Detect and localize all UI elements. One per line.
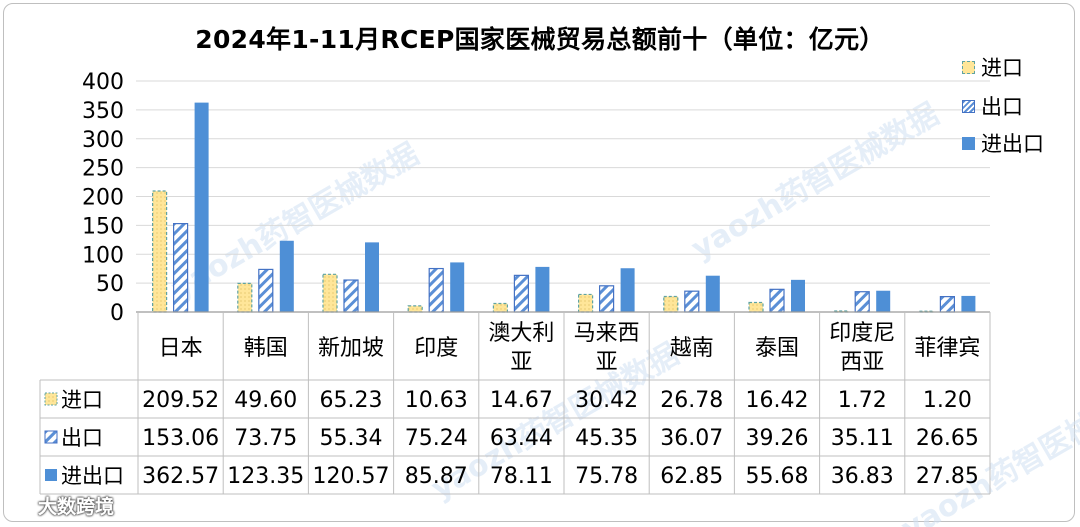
data-label: 55.34 bbox=[320, 426, 383, 451]
y-tick-label: 400 bbox=[82, 70, 124, 95]
data-label: 75.24 bbox=[405, 426, 468, 451]
bar-进口-泰国 bbox=[748, 301, 764, 313]
table-key-swatch bbox=[45, 469, 57, 481]
bar-进口-日本 bbox=[152, 190, 168, 313]
bar-出口-印度尼西亚 bbox=[854, 291, 870, 313]
data-label: 73.75 bbox=[234, 426, 297, 451]
legend-label: 进出口 bbox=[981, 132, 1044, 156]
bar-进出口-菲律宾 bbox=[961, 295, 976, 312]
bar-进出口-韩国 bbox=[279, 240, 294, 312]
x-category-label: 菲律宾 bbox=[914, 336, 980, 361]
bar-进出口-印度 bbox=[450, 262, 465, 312]
table-row-header: 进出口 bbox=[61, 464, 124, 488]
bar-进口-韩国 bbox=[237, 282, 253, 313]
x-category-label: 越南 bbox=[670, 336, 714, 361]
bar-出口-韩国 bbox=[258, 268, 274, 313]
data-label: 65.23 bbox=[320, 388, 383, 413]
data-label: 153.06 bbox=[142, 426, 219, 451]
bar-进口-澳大利亚 bbox=[492, 302, 508, 313]
data-label: 75.78 bbox=[575, 464, 638, 489]
bar-出口-泰国 bbox=[769, 288, 785, 313]
legend-item: 进口 bbox=[962, 52, 1023, 82]
x-category-label: 韩国 bbox=[244, 336, 288, 361]
data-label: 30.42 bbox=[575, 388, 638, 413]
data-label: 63.44 bbox=[490, 426, 553, 451]
data-label: 1.72 bbox=[838, 388, 887, 413]
bar-出口-澳大利亚 bbox=[513, 274, 530, 313]
y-tick-label: 50 bbox=[96, 272, 124, 297]
data-label: 26.65 bbox=[916, 426, 979, 451]
legend-label: 出口 bbox=[981, 95, 1023, 119]
legend-swatch bbox=[962, 136, 975, 150]
x-category-label: 日本 bbox=[159, 336, 203, 361]
table-key-swatch bbox=[44, 430, 58, 444]
data-label: 78.11 bbox=[490, 464, 553, 489]
bar-出口-菲律宾 bbox=[939, 296, 956, 313]
legend-item: 出口 bbox=[962, 91, 1023, 121]
x-category-label: 马来西亚 bbox=[574, 321, 640, 375]
data-label: 10.63 bbox=[405, 388, 468, 413]
x-category-label: 印度尼西亚 bbox=[829, 321, 895, 375]
data-label: 123.35 bbox=[227, 464, 304, 489]
data-label: 1.20 bbox=[923, 388, 972, 413]
data-label: 55.68 bbox=[746, 464, 809, 489]
table-row-header: 进口 bbox=[61, 388, 103, 412]
brand-logo-icon bbox=[8, 497, 34, 515]
data-label: 120.57 bbox=[313, 464, 390, 489]
bar-进口-新加坡 bbox=[322, 273, 338, 313]
y-tick-label: 250 bbox=[82, 157, 124, 182]
legend-swatch bbox=[962, 60, 975, 74]
bar-进口-马来西亚 bbox=[577, 293, 594, 313]
data-label: 36.83 bbox=[831, 464, 894, 489]
data-label: 85.87 bbox=[405, 464, 468, 489]
data-label: 16.42 bbox=[746, 388, 809, 413]
x-category-label: 泰国 bbox=[755, 336, 799, 361]
bar-出口-马来西亚 bbox=[598, 285, 615, 313]
bar-进出口-马来西亚 bbox=[620, 268, 635, 312]
brand-text: 大数跨境 bbox=[38, 496, 115, 518]
brand-watermark: 大数跨境 bbox=[8, 492, 114, 519]
data-label: 26.78 bbox=[660, 388, 723, 413]
table-key-swatch bbox=[44, 392, 58, 406]
data-label: 35.11 bbox=[831, 426, 894, 451]
legend-swatch bbox=[962, 99, 975, 113]
table-row-header: 出口 bbox=[61, 426, 103, 450]
bar-进出口-印度尼西亚 bbox=[876, 290, 891, 312]
bar-进出口-泰国 bbox=[791, 279, 805, 312]
chart-frame bbox=[3, 3, 1075, 522]
bar-出口-日本 bbox=[173, 223, 189, 313]
bar-出口-新加坡 bbox=[343, 279, 359, 313]
legend-item: 进出口 bbox=[962, 128, 1044, 158]
bar-进出口-日本 bbox=[194, 102, 209, 313]
legend-label: 进口 bbox=[981, 56, 1023, 80]
bar-进出口-新加坡 bbox=[365, 242, 379, 312]
data-label: 14.67 bbox=[490, 388, 553, 413]
data-label: 62.85 bbox=[660, 464, 723, 489]
bar-出口-印度 bbox=[428, 267, 444, 313]
y-tick-label: 150 bbox=[82, 214, 124, 239]
y-tick-label: 200 bbox=[82, 186, 124, 211]
chart-title: 2024年1-11月RCEP国家医械贸易总额前十（单位：亿元） bbox=[195, 25, 885, 54]
data-label: 362.57 bbox=[142, 464, 219, 489]
x-category-label: 新加坡 bbox=[318, 336, 384, 361]
data-label: 49.60 bbox=[234, 388, 297, 413]
bar-进出口-越南 bbox=[705, 275, 720, 312]
watermark-text: yaozh药智医械数据 bbox=[686, 97, 945, 267]
x-category-label: 澳大利亚 bbox=[488, 321, 554, 375]
data-label: 39.26 bbox=[746, 426, 809, 451]
bar-进出口-澳大利亚 bbox=[535, 266, 550, 312]
data-label: 36.07 bbox=[660, 426, 723, 451]
bar-进口-越南 bbox=[663, 295, 679, 313]
y-tick-label: 0 bbox=[110, 301, 124, 326]
y-tick-label: 350 bbox=[82, 99, 124, 124]
bar-进口-印度 bbox=[407, 305, 423, 313]
data-label: 209.52 bbox=[142, 388, 219, 413]
y-tick-label: 300 bbox=[82, 128, 124, 153]
y-tick-label: 100 bbox=[82, 243, 124, 268]
x-category-label: 印度 bbox=[414, 336, 458, 361]
bar-出口-越南 bbox=[684, 290, 700, 313]
data-label: 45.35 bbox=[575, 426, 638, 451]
data-label: 27.85 bbox=[916, 464, 979, 489]
